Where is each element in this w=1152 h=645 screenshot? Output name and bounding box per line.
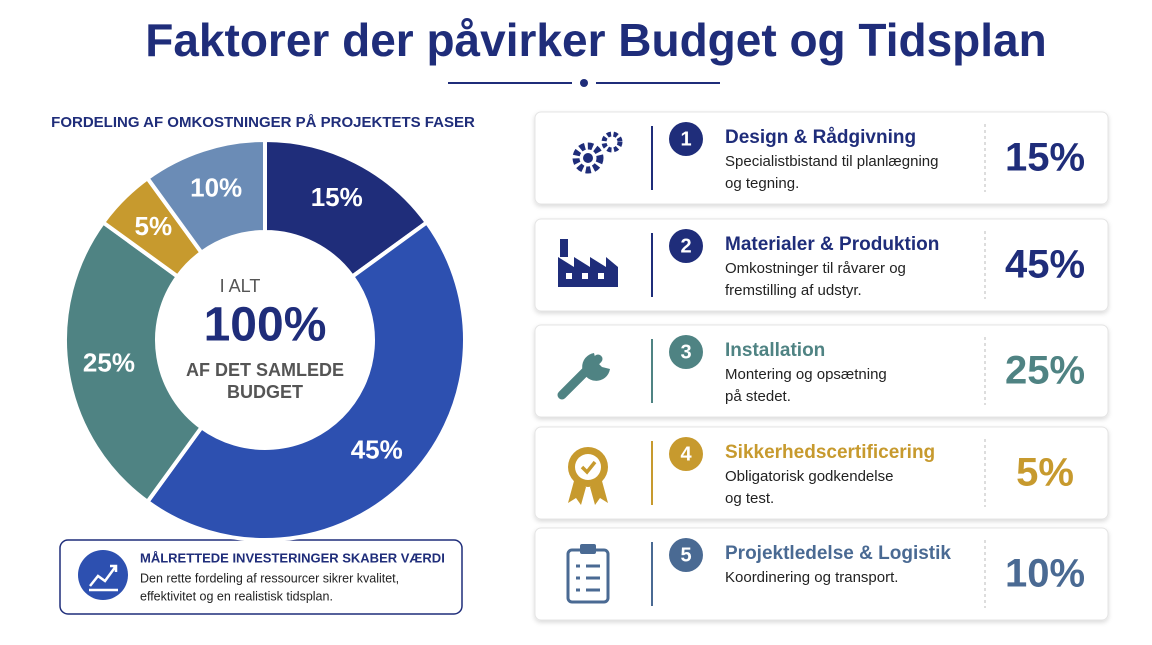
slice-label: 45% — [351, 435, 403, 465]
card-description: Specialistbistand til planlægning — [725, 153, 938, 170]
card-description: fremstilling af udstyr. — [725, 282, 862, 299]
donut-slice — [63, 219, 205, 505]
card-title: Installation — [725, 340, 825, 361]
card-description: Montering og opsætning — [725, 366, 887, 383]
callout-text: Den rette fordeling af ressourcer sikrer… — [140, 571, 399, 585]
callout-icon — [89, 564, 118, 592]
callout-title: MÅLRETTEDE INVESTERINGER SKABER VÆRDI — [140, 550, 445, 565]
card-description: på stedet. — [725, 388, 791, 405]
card-description: Obligatorisk godkendelse — [725, 468, 893, 485]
center-value: 100% — [204, 299, 327, 352]
center-bottom: BUDGET — [227, 382, 303, 402]
card-percent: 25% — [1005, 349, 1085, 393]
number-badge — [669, 335, 703, 369]
card-description: Omkostninger til råvarer og — [725, 260, 906, 277]
divider-dot — [580, 79, 588, 87]
card-number: 2 — [680, 235, 691, 257]
card-description: Koordinering og transport. — [725, 569, 898, 586]
card-icon — [566, 544, 610, 604]
slice-label: 5% — [134, 211, 172, 241]
number-badge — [669, 538, 703, 572]
card-number: 1 — [680, 128, 691, 150]
donut-slice — [144, 219, 467, 542]
slice-label: 15% — [311, 182, 363, 212]
number-badge — [669, 229, 703, 263]
card-title: Design & Rådgivning — [725, 127, 916, 148]
center-top: I ALT — [220, 276, 261, 296]
card-percent: 45% — [1005, 243, 1085, 287]
card-number: 3 — [680, 341, 691, 363]
card-icon — [558, 239, 618, 287]
card-icon — [568, 447, 608, 505]
slice-label: 10% — [190, 173, 242, 203]
card-title: Materialer & Produktion — [725, 234, 939, 255]
card-percent: 15% — [1005, 136, 1085, 180]
card-number: 5 — [680, 544, 691, 566]
card-title: Projektledelse & Logistik — [725, 543, 951, 564]
slice-label: 25% — [83, 348, 135, 378]
card-number: 4 — [680, 443, 692, 465]
center-bottom: AF DET SAMLEDE — [186, 360, 344, 380]
card-title: Sikkerhedscertificering — [725, 442, 935, 463]
callout-icon — [78, 550, 128, 600]
donut-slice — [144, 137, 267, 256]
card-percent: 10% — [1005, 552, 1085, 596]
card-description: og test. — [725, 490, 774, 507]
card-icon — [572, 131, 623, 174]
chart-title: FORDELING AF OMKOSTNINGER PÅ PROJEKTETS … — [51, 114, 475, 131]
card-description: og tegning. — [725, 175, 799, 192]
number-badge — [669, 437, 703, 471]
card-icon — [557, 353, 610, 400]
page-title: Faktorer der påvirker Budget og Tidsplan — [145, 14, 1046, 66]
number-badge — [669, 122, 703, 156]
card-percent: 5% — [1016, 451, 1074, 495]
callout-text: effektivitet og en realistisk tidsplan. — [140, 589, 333, 603]
